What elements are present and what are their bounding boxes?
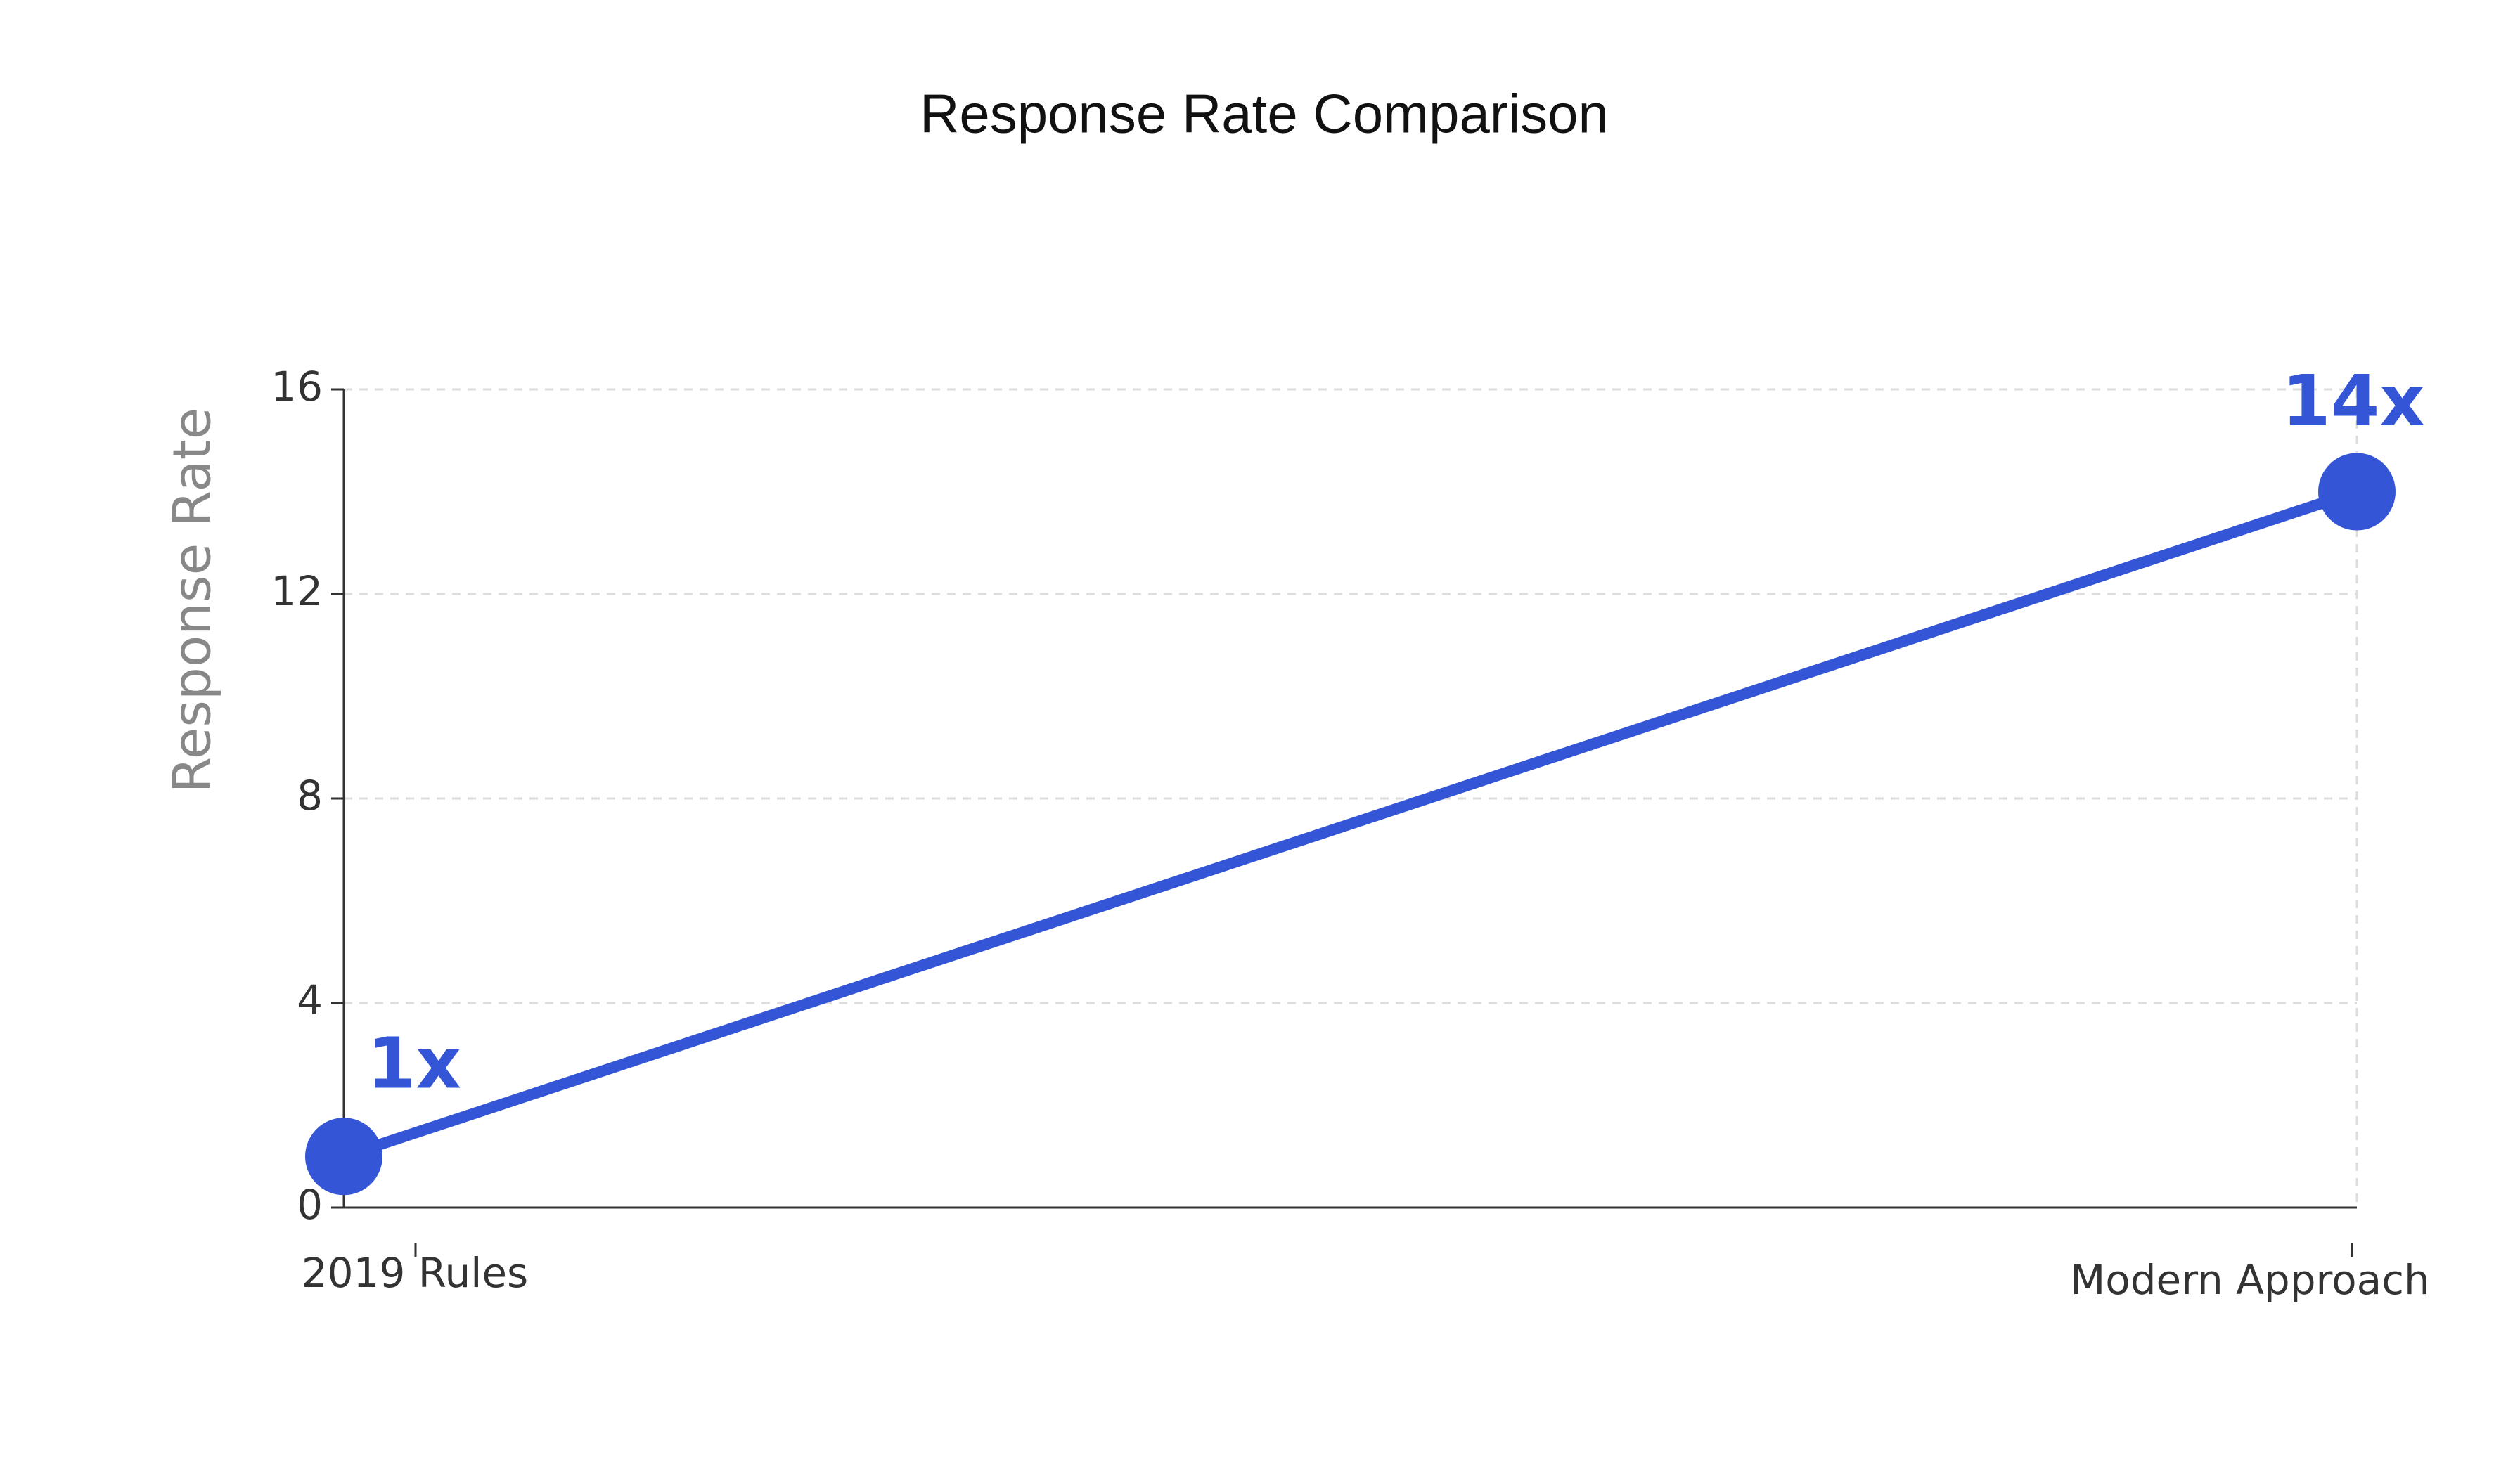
chart-title: Response Rate Comparison — [920, 83, 1609, 145]
y-tick-label: 4 — [297, 976, 323, 1024]
point — [2318, 453, 2396, 531]
point — [305, 1118, 382, 1196]
data-label: 1x — [367, 1023, 461, 1105]
y-tick-label: 12 — [271, 567, 323, 615]
y-axis-label: Response Rate — [162, 408, 223, 794]
y-tick-label: 16 — [271, 363, 323, 410]
y-tick-label: 8 — [297, 772, 323, 820]
data-label: 14x — [2282, 360, 2425, 442]
y-tick-label: 0 — [297, 1181, 323, 1229]
x-tick-label: 2019 Rules — [302, 1249, 529, 1297]
x-tick-label: Modern Approach — [2070, 1256, 2430, 1304]
line — [342, 486, 2359, 1162]
